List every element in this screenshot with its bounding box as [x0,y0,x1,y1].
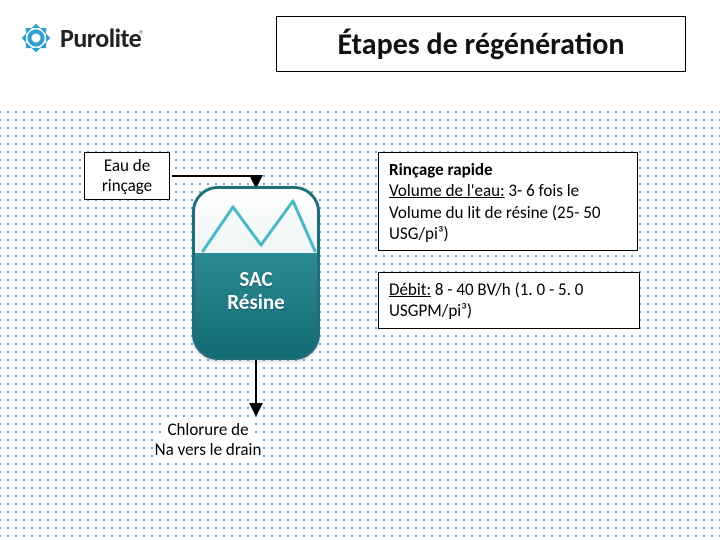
vessel-label: SACRésine [192,268,320,314]
flow-arrows [0,0,720,540]
resin-vessel: SACRésine [192,186,320,360]
output-label: Chlorure de Na vers le drain [124,420,292,461]
info2-debit-label: Débit: [389,279,431,300]
info1-heading: Rinçage rapide [389,159,493,180]
info1-vol-label: Volume de l'eau: [389,180,505,201]
vessel-peaks-icon [195,193,320,259]
info-box-debit: Débit: 8 - 40 BV/h (1. 0 - 5. 0 USGPM/pi… [378,272,640,329]
info-box-rincage: Rinçage rapide Volume de l'eau: 3- 6 foi… [378,152,638,251]
